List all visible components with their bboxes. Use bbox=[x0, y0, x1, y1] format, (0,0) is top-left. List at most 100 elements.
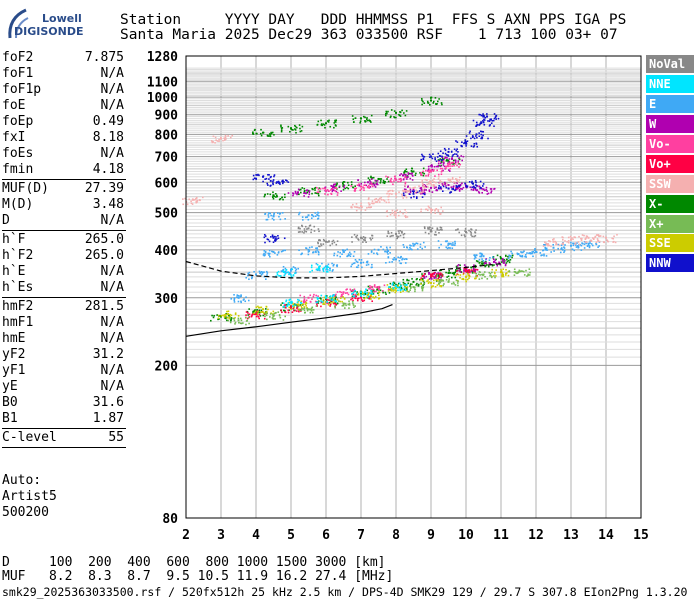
echo-point bbox=[252, 313, 254, 315]
echo-point bbox=[369, 237, 371, 239]
echo-point bbox=[481, 273, 483, 276]
echo-point bbox=[504, 263, 507, 266]
echo-point bbox=[245, 323, 247, 326]
echo-point bbox=[318, 239, 321, 241]
param-name: h`Es bbox=[2, 280, 34, 295]
echo-point bbox=[458, 186, 461, 188]
echo-point bbox=[282, 180, 284, 183]
echo-point bbox=[507, 259, 510, 262]
x-tick-label: 13 bbox=[563, 528, 579, 543]
echo-point bbox=[315, 294, 317, 297]
echo-point bbox=[428, 168, 430, 170]
echo-point bbox=[318, 245, 321, 248]
echo-point bbox=[404, 191, 407, 193]
echo-point bbox=[452, 161, 455, 164]
echo-point bbox=[479, 113, 481, 116]
echo-point bbox=[452, 163, 454, 165]
echo-point bbox=[366, 185, 369, 188]
echo-point bbox=[233, 319, 236, 322]
echo-point bbox=[402, 284, 405, 286]
echo-point bbox=[227, 135, 229, 137]
echo-point bbox=[475, 181, 477, 184]
echo-point bbox=[412, 186, 415, 189]
y-tick-label: 700 bbox=[155, 151, 179, 166]
echo-point bbox=[402, 236, 405, 239]
echo-point bbox=[434, 208, 437, 211]
echo-point bbox=[400, 180, 402, 182]
echo-point bbox=[576, 245, 579, 247]
echo-point bbox=[404, 170, 407, 173]
echo-point bbox=[432, 285, 434, 287]
echo-point bbox=[447, 247, 450, 249]
echo-point bbox=[281, 212, 284, 214]
echo-point bbox=[500, 261, 503, 263]
echo-point bbox=[308, 193, 311, 196]
echo-point bbox=[343, 298, 346, 300]
echo-point bbox=[456, 273, 459, 275]
param-row: fmin 4.18 bbox=[2, 162, 126, 178]
echo-point bbox=[237, 300, 240, 303]
echo-point bbox=[245, 314, 247, 316]
echo-point bbox=[372, 202, 375, 205]
echo-point bbox=[402, 197, 404, 199]
echo-point bbox=[411, 283, 414, 286]
echo-point bbox=[303, 301, 305, 304]
echo-point bbox=[438, 229, 440, 231]
echo-point bbox=[300, 309, 303, 312]
echo-point bbox=[424, 185, 427, 188]
echo-point bbox=[275, 275, 277, 278]
echo-point bbox=[470, 234, 472, 236]
echo-point bbox=[314, 189, 316, 191]
echo-point bbox=[401, 193, 403, 196]
echo-point bbox=[277, 270, 280, 273]
echo-point bbox=[352, 255, 355, 258]
echo-point bbox=[493, 125, 495, 128]
echo-point bbox=[229, 136, 232, 139]
echo-point bbox=[399, 286, 402, 288]
y-tick-label: 900 bbox=[155, 109, 179, 124]
echo-point bbox=[356, 299, 359, 302]
echo-point bbox=[414, 174, 417, 176]
echo-point bbox=[318, 267, 321, 270]
echo-point bbox=[421, 190, 423, 192]
echo-point bbox=[427, 101, 429, 104]
echo-point bbox=[428, 190, 431, 193]
echo-point bbox=[498, 261, 500, 264]
echo-point bbox=[436, 169, 438, 172]
echo-point bbox=[186, 203, 189, 206]
echo-point bbox=[421, 285, 423, 288]
param-row: h`Es N/A bbox=[2, 280, 126, 296]
echo-point bbox=[224, 317, 226, 319]
echo-point bbox=[487, 120, 489, 122]
echo-point bbox=[415, 197, 418, 200]
echo-point bbox=[528, 252, 530, 255]
echo-point bbox=[292, 129, 294, 131]
param-name: foF2 bbox=[2, 50, 34, 65]
echo-point bbox=[324, 126, 326, 129]
echo-point bbox=[297, 231, 300, 233]
echo-point bbox=[329, 298, 332, 301]
echo-point bbox=[303, 190, 306, 193]
echo-point bbox=[557, 247, 559, 250]
echo-point bbox=[326, 120, 329, 122]
echo-point bbox=[428, 189, 431, 191]
echo-point bbox=[311, 311, 314, 314]
echo-point bbox=[432, 279, 435, 282]
echo-point bbox=[489, 188, 492, 190]
echo-point bbox=[440, 206, 443, 209]
echo-point bbox=[408, 248, 410, 251]
echo-point bbox=[364, 116, 366, 119]
echo-point bbox=[442, 184, 444, 186]
echo-point bbox=[395, 111, 397, 114]
echo-point bbox=[317, 188, 320, 191]
echo-point bbox=[595, 243, 598, 246]
echo-point bbox=[428, 273, 430, 276]
echo-point bbox=[352, 290, 355, 292]
echo-point bbox=[406, 283, 408, 286]
plot-grid bbox=[186, 56, 641, 518]
echo-point bbox=[295, 131, 297, 134]
echo-point bbox=[229, 321, 232, 324]
echo-point bbox=[316, 191, 319, 194]
echo-point bbox=[432, 275, 434, 278]
echo-point bbox=[513, 270, 516, 273]
